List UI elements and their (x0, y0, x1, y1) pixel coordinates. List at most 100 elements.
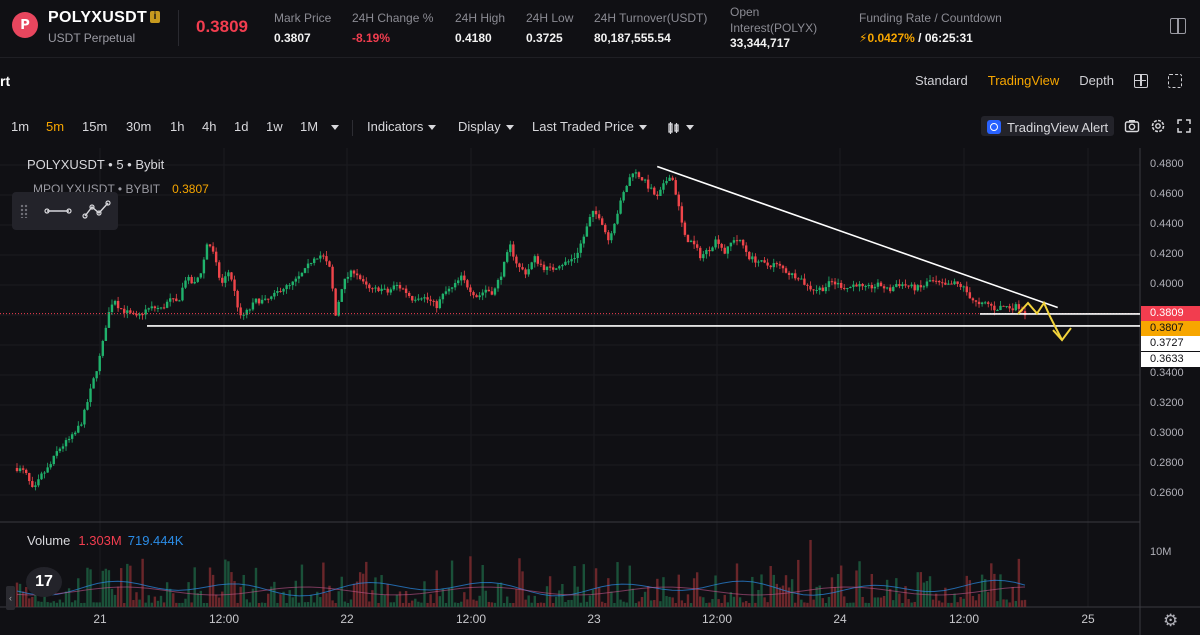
candle-body (444, 291, 448, 294)
volume-bar (585, 601, 589, 607)
timeframe-1h[interactable]: 1h (170, 119, 185, 134)
candle-body (628, 177, 631, 186)
volume-bar (205, 603, 209, 607)
layout-grid-icon[interactable] (1134, 73, 1148, 88)
volume-bar (202, 602, 206, 607)
volume-bar (643, 591, 647, 607)
volume-bar (809, 539, 812, 607)
candle-body (77, 425, 80, 433)
volume-bar (705, 602, 708, 607)
candle-body (781, 265, 785, 269)
tab-tradingview[interactable]: TradingView (987, 73, 1060, 88)
candle-body (365, 281, 368, 285)
timeframe-5m[interactable]: 5m (46, 119, 65, 134)
line-tool-icon[interactable] (44, 202, 72, 220)
candle-body (895, 284, 898, 287)
timeframe-1w[interactable]: 1w (266, 119, 283, 134)
price-chart[interactable] (0, 148, 1200, 635)
volume-bar (55, 602, 59, 607)
tradingview-alert-button[interactable]: TradingView Alert (981, 116, 1115, 136)
time-tick: 21 (93, 612, 107, 626)
candle-body (221, 277, 224, 283)
display-button[interactable]: Display (458, 119, 514, 134)
candle-body (260, 299, 264, 304)
price-source-dropdown[interactable]: Last Traded Price (532, 119, 647, 134)
chart-legend-main: POLYXUSDT • 5 • Bybit (27, 157, 165, 172)
candle-body (512, 244, 515, 257)
last-price: 0.3809 (196, 17, 248, 36)
candle-body (236, 290, 239, 308)
timeframe-15m[interactable]: 15m (82, 119, 108, 134)
info-icon[interactable]: i (150, 11, 160, 23)
volume-bar (824, 602, 828, 607)
stat-value: 33,344,717 (730, 36, 791, 50)
fullscreen-icon[interactable] (1168, 73, 1182, 88)
price-tick: 0.3400 (1150, 367, 1184, 379)
volume-bar (527, 595, 530, 607)
volume-bar (294, 580, 298, 607)
candle-body (524, 269, 527, 275)
candle-body (971, 298, 975, 301)
volume-bar (80, 602, 83, 607)
volume-bar (760, 574, 763, 607)
time-tick: 25 (1081, 612, 1095, 626)
volume-bar (242, 574, 245, 607)
volume-bar (365, 561, 368, 607)
timeframe-1M[interactable]: 1M (300, 119, 319, 134)
volume-bar (316, 591, 319, 607)
volume-bar (591, 589, 595, 607)
volume-bar (24, 587, 28, 607)
scroll-left-icon[interactable]: ‹ (6, 586, 15, 610)
volume-bar (888, 589, 892, 607)
timeframe-4h[interactable]: 4h (202, 119, 217, 134)
expand-panel-icon[interactable] (1170, 18, 1186, 34)
tab-standard[interactable]: Standard (914, 73, 968, 88)
price-axis[interactable]: 0.4800 0.4600 0.4400 0.4200 0.4000 0.340… (1141, 148, 1200, 607)
chart-type-dropdown[interactable] (667, 119, 694, 135)
timeframe-1d[interactable]: 1d (234, 119, 249, 134)
high-stat: 24H High 0.4180 (455, 11, 505, 45)
volume-bar (1008, 602, 1011, 607)
candle-body (699, 247, 702, 259)
price-tick: 0.4200 (1150, 248, 1184, 260)
fullscreen-expand-icon[interactable] (1176, 118, 1192, 134)
volume-bar (303, 602, 307, 607)
volume-bar (110, 588, 114, 607)
candle-body (202, 259, 206, 274)
candle-body (888, 287, 892, 292)
volume-bar (395, 594, 399, 607)
volume-bar (267, 593, 270, 607)
volume-bar (472, 599, 475, 607)
candle-body (420, 298, 423, 300)
volume-bar (184, 598, 187, 607)
candle-body (794, 273, 797, 279)
candle-body (597, 214, 601, 219)
chart-settings-gear-icon[interactable]: ⚙ (1163, 611, 1179, 630)
settings-gear-icon[interactable] (1150, 118, 1166, 134)
polyline-tool-icon[interactable] (82, 199, 112, 221)
candle-body (919, 285, 923, 288)
volume-bar (695, 572, 699, 607)
volume-bar (334, 602, 337, 607)
volume-bar (990, 563, 993, 607)
camera-icon[interactable] (1124, 118, 1140, 134)
volume-bar (374, 577, 377, 607)
volume-bar (98, 602, 101, 607)
drag-handle-icon[interactable] (20, 204, 28, 218)
candle-body (267, 298, 270, 300)
volume-bar (411, 600, 414, 607)
timeframe-more-dropdown[interactable] (326, 119, 339, 134)
tradingview-logo-icon[interactable]: 17 (26, 567, 62, 597)
candle-body (907, 285, 910, 287)
timeframe-1m[interactable]: 1m (11, 119, 30, 134)
symbol-title[interactable]: POLYXUSDT (48, 9, 148, 26)
time-axis[interactable]: 21 12:00 22 12:00 23 12:00 24 12:00 25 (0, 607, 1140, 635)
candle-body (882, 286, 886, 289)
volume-bar (355, 581, 359, 607)
tab-depth[interactable]: Depth (1079, 73, 1114, 88)
candle-body (156, 307, 160, 309)
timeframe-30m[interactable]: 30m (126, 119, 152, 134)
indicators-button[interactable]: Indicators (367, 119, 437, 134)
candle-body (481, 292, 484, 296)
volume-label: Volume (27, 533, 71, 548)
